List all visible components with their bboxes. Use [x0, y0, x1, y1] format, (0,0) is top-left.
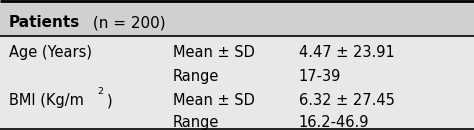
Text: Range: Range [173, 69, 219, 84]
Text: Age (Years): Age (Years) [9, 45, 91, 60]
Bar [0, 0, 474, 36]
Text: Range: Range [173, 115, 219, 130]
Text: Patients: Patients [9, 15, 80, 30]
Text: (n = 200): (n = 200) [88, 15, 166, 30]
Text: Mean ± SD: Mean ± SD [173, 45, 255, 60]
Text: 16.2-46.9: 16.2-46.9 [299, 115, 369, 130]
Text: BMI (Kg/m: BMI (Kg/m [9, 93, 83, 108]
Text: 2: 2 [98, 86, 104, 96]
Text: ): ) [107, 93, 113, 108]
Text: Mean ± SD: Mean ± SD [173, 93, 255, 108]
Text: 4.47 ± 23.91: 4.47 ± 23.91 [299, 45, 394, 60]
Text: 6.32 ± 27.45: 6.32 ± 27.45 [299, 93, 394, 108]
Text: 17-39: 17-39 [299, 69, 341, 84]
